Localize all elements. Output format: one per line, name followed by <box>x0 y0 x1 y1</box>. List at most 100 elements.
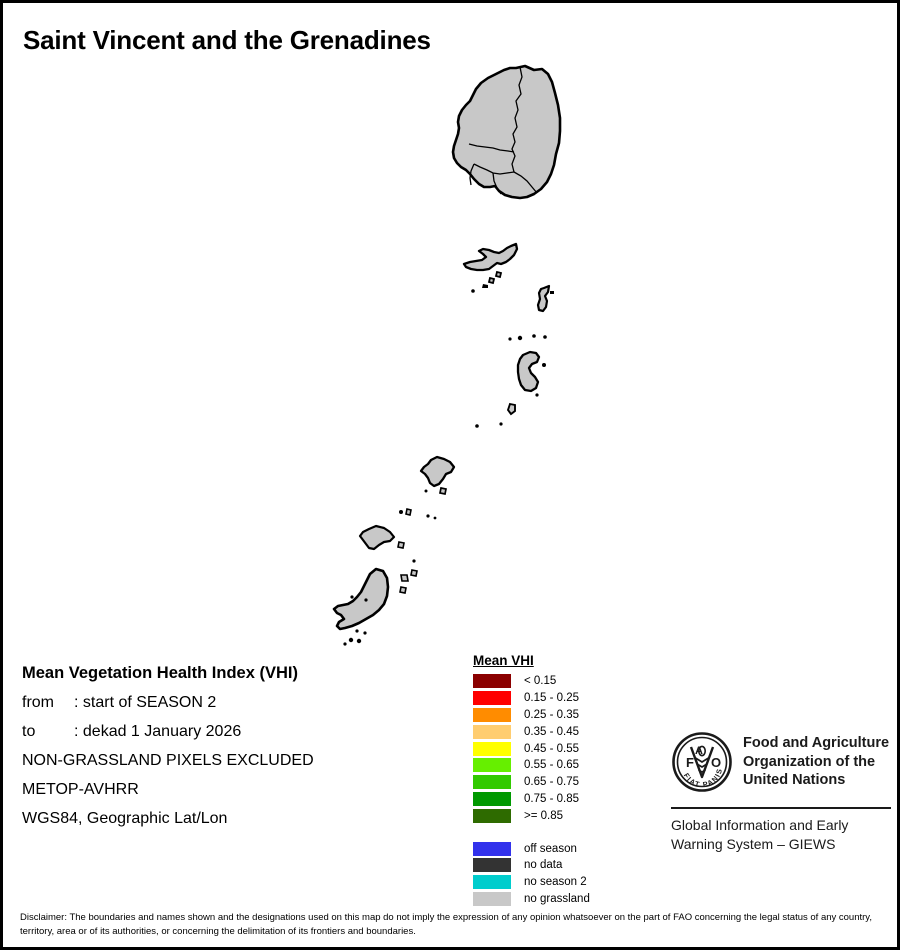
canouan-islet-2 <box>535 393 539 397</box>
legend-class-label: 0.55 - 0.65 <box>524 759 579 772</box>
bequia-islet-2 <box>487 276 496 285</box>
legend-special-swatch <box>473 841 511 856</box>
petit-landmass <box>358 524 396 551</box>
giews-line2: Warning System – GIEWS <box>671 836 836 852</box>
legend-special-row[interactable]: off season <box>473 840 653 857</box>
carriacou-islet-8 <box>363 631 367 635</box>
admin-boundary-6 <box>468 143 515 153</box>
metadata-projection: WGS84, Geographic Lat/Lon <box>22 810 228 827</box>
svg-text:O: O <box>711 755 721 770</box>
legend-class-row[interactable]: 0.75 - 0.85 <box>473 791 653 808</box>
bequia-islet-3 <box>482 284 488 288</box>
union-islet-2 <box>424 489 428 493</box>
islet-far-1 <box>348 637 354 643</box>
svg-text:A: A <box>695 745 703 757</box>
legend-class-swatch <box>473 808 511 823</box>
legend-class-row[interactable]: 0.15 - 0.25 <box>473 690 653 707</box>
legend: Mean VHI < 0.15 0.15 - 0.25 0.25 - 0.35 0.3… <box>473 653 653 907</box>
metadata-from-key: from <box>22 694 54 711</box>
giews-line1: Global Information and Early <box>671 817 849 833</box>
union-landmass <box>419 455 456 488</box>
legend-special-row[interactable]: no data <box>473 857 653 874</box>
islets-far-south <box>343 637 362 646</box>
legend-special-row[interactable]: no grassland <box>473 891 653 908</box>
legend-class-list: < 0.15 0.15 - 0.25 0.25 - 0.35 0.35 - 0.45 0… <box>473 673 653 824</box>
island-union <box>419 455 456 496</box>
islet-far-2 <box>356 638 362 644</box>
legend-class-row[interactable]: 0.65 - 0.75 <box>473 774 653 791</box>
saint-vincent-landmass <box>451 64 562 200</box>
map-canvas[interactable] <box>3 48 897 648</box>
legend-class-row[interactable]: < 0.15 <box>473 673 653 690</box>
legend-spacer <box>473 824 653 840</box>
page-title: Saint Vincent and the Grenadines <box>23 25 431 55</box>
islet-palm-3 <box>426 514 430 518</box>
legend-special-label: no season 2 <box>524 876 587 889</box>
canouan-islet-1 <box>542 363 546 367</box>
legend-class-swatch <box>473 691 511 706</box>
legend-class-row[interactable]: 0.45 - 0.55 <box>473 740 653 757</box>
admin-boundary-3 <box>469 163 475 186</box>
carriacou-islet-3 <box>399 586 407 594</box>
legend-class-row[interactable]: 0.35 - 0.45 <box>473 723 653 740</box>
metadata-from-value: : start of SEASON 2 <box>74 694 217 711</box>
fao-logo-icon: F A O FIAT PANIS <box>671 731 733 798</box>
legend-special-label: no data <box>524 859 563 872</box>
legend-class-label: < 0.15 <box>524 675 557 688</box>
legend-class-label: 0.35 - 0.45 <box>524 725 579 738</box>
legend-class-swatch <box>473 741 511 756</box>
islets-palm <box>399 508 437 520</box>
metadata-from-row: from : start of SEASON 2 <box>22 688 452 717</box>
fao-giews-name: Global Information and Early Warning Sys… <box>671 816 893 854</box>
metadata-sensor: METOP-AVHRR <box>22 781 139 798</box>
islet-far-3 <box>343 642 347 646</box>
carriacou-islet-2 <box>410 569 418 577</box>
fao-org-line3: United Nations <box>743 772 846 788</box>
country-map-svg <box>332 64 562 646</box>
islets-mid-chain <box>508 334 547 341</box>
islet-palm-4 <box>433 516 437 520</box>
admin-boundary-4 <box>492 172 502 195</box>
legend-class-swatch <box>473 674 511 689</box>
legend-class-swatch <box>473 724 511 739</box>
admin-boundary-5 <box>513 171 538 194</box>
legend-class-label: 0.25 - 0.35 <box>524 708 579 721</box>
fao-branding-block: F A O FIAT PANIS Food and Agriculture Or… <box>671 731 893 854</box>
carriacou-islet-5 <box>364 598 368 602</box>
legend-class-label: >= 0.85 <box>524 809 564 822</box>
fao-header: F A O FIAT PANIS Food and Agriculture Or… <box>671 731 893 798</box>
legend-title: Mean VHI <box>473 653 534 668</box>
legend-class-row[interactable]: >= 0.85 <box>473 807 653 824</box>
carriacou-islet-4 <box>412 559 416 563</box>
legend-class-swatch <box>473 707 511 722</box>
metadata-heading: Mean Vegetation Health Index (VHI) <box>22 664 298 682</box>
islet-cay-4 <box>508 337 512 341</box>
metadata-to-key: to <box>22 723 36 740</box>
legend-special-label: off season <box>524 842 577 855</box>
carriacou-landmass <box>332 567 390 631</box>
legend-special-swatch <box>473 858 511 873</box>
legend-class-label: 0.75 - 0.85 <box>524 792 579 805</box>
islet-cay-1 <box>517 335 523 341</box>
legend-special-row[interactable]: no season 2 <box>473 874 653 891</box>
legend-class-row[interactable]: 0.55 - 0.65 <box>473 757 653 774</box>
islet-south-2 <box>499 422 503 426</box>
island-carriacou <box>332 559 418 635</box>
island-bequia <box>462 242 519 293</box>
bequia-islet-4 <box>471 289 475 293</box>
metadata-block: Mean Vegetation Health Index (VHI) from:… <box>22 659 452 833</box>
svg-text:F: F <box>686 755 694 770</box>
bequia-landmass <box>462 242 519 272</box>
disclaimer-text: Disclaimer: The boundaries and names sho… <box>20 912 872 937</box>
metadata-to-value: : dekad 1 January 2026 <box>74 723 242 740</box>
islet-cay-2 <box>532 334 536 338</box>
union-islet-1 <box>438 486 448 496</box>
island-saint-vincent <box>451 64 562 200</box>
fao-divider <box>671 807 891 809</box>
islets-mayreau <box>475 402 516 428</box>
legend-class-swatch <box>473 791 511 806</box>
legend-class-row[interactable]: 0.25 - 0.35 <box>473 707 653 724</box>
fao-organization-name: Food and Agriculture Organization of the… <box>743 731 889 790</box>
island-petit-martinique <box>358 524 405 551</box>
